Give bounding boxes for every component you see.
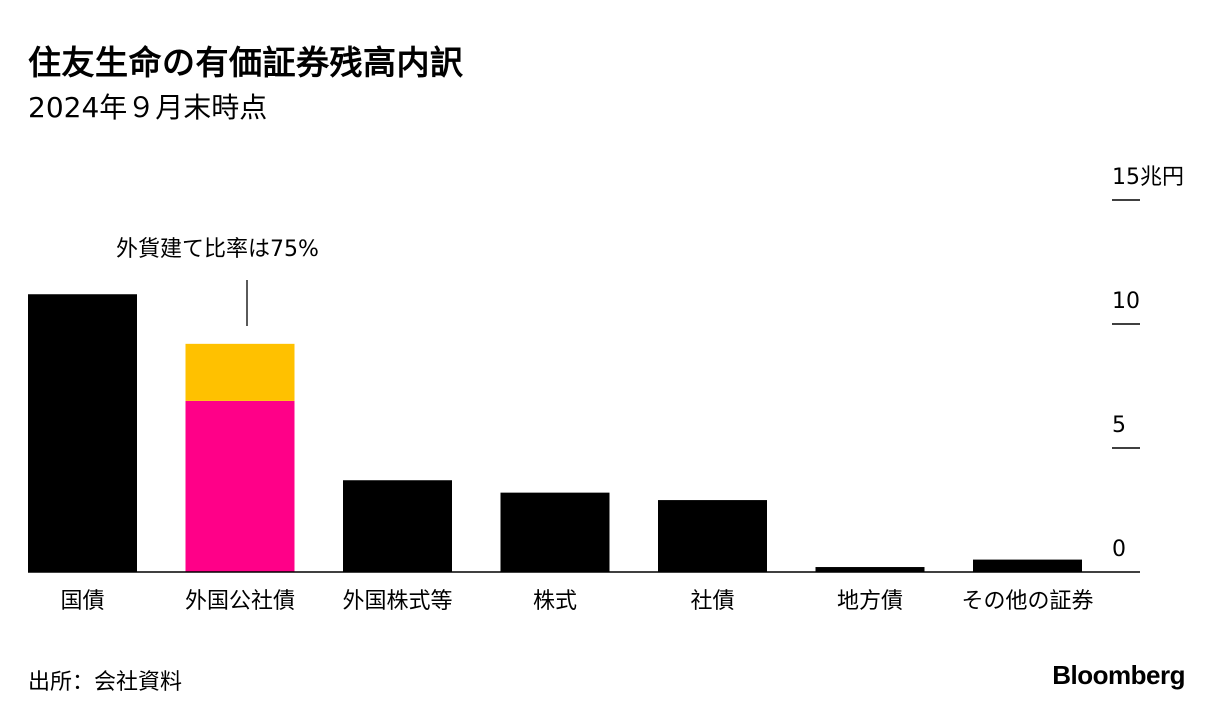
y-axis: 15兆円 10 5 0 bbox=[28, 165, 1184, 573]
bar-segment-1 bbox=[185, 400, 295, 572]
y-tick-label: 10 bbox=[1112, 289, 1140, 314]
x-tick-label: 地方債 bbox=[837, 589, 903, 614]
bar bbox=[28, 294, 137, 572]
x-tick-label: 株式 bbox=[533, 589, 577, 614]
bar bbox=[658, 500, 767, 572]
bar-segment-2 bbox=[185, 343, 295, 401]
x-tick-label: 社債 bbox=[690, 589, 734, 614]
x-tick-label: 外国公社債 bbox=[185, 589, 295, 614]
x-tick-label: 国債 bbox=[60, 589, 104, 614]
y-tick-label: 5 bbox=[1112, 413, 1126, 438]
bar bbox=[500, 492, 610, 572]
bar bbox=[343, 480, 452, 572]
bar bbox=[973, 559, 1082, 572]
x-tick-label: 外国株式等 bbox=[342, 589, 452, 614]
source-note: 出所：会社資料 bbox=[28, 670, 183, 695]
bloomberg-logo: Bloomberg bbox=[1052, 660, 1185, 690]
annotation-text: 外貨建て比率は75% bbox=[116, 237, 319, 262]
bars-group bbox=[28, 294, 1082, 572]
x-tick-label: その他の証券 bbox=[961, 589, 1093, 614]
x-axis-labels: 国債 外国公社債 外国株式等 株式 社債 地方債 その他の証券 bbox=[60, 589, 1093, 614]
annotation-group: 外貨建て比率は75% bbox=[116, 237, 319, 326]
bar bbox=[815, 567, 925, 572]
chart-subtitle: 2024年９月末時点 bbox=[28, 91, 268, 124]
y-tick-label: 15兆円 bbox=[1112, 165, 1184, 190]
y-tick-label: 0 bbox=[1112, 537, 1126, 562]
chart-title: 住友生命の有価証券残高内訳 bbox=[28, 43, 464, 82]
